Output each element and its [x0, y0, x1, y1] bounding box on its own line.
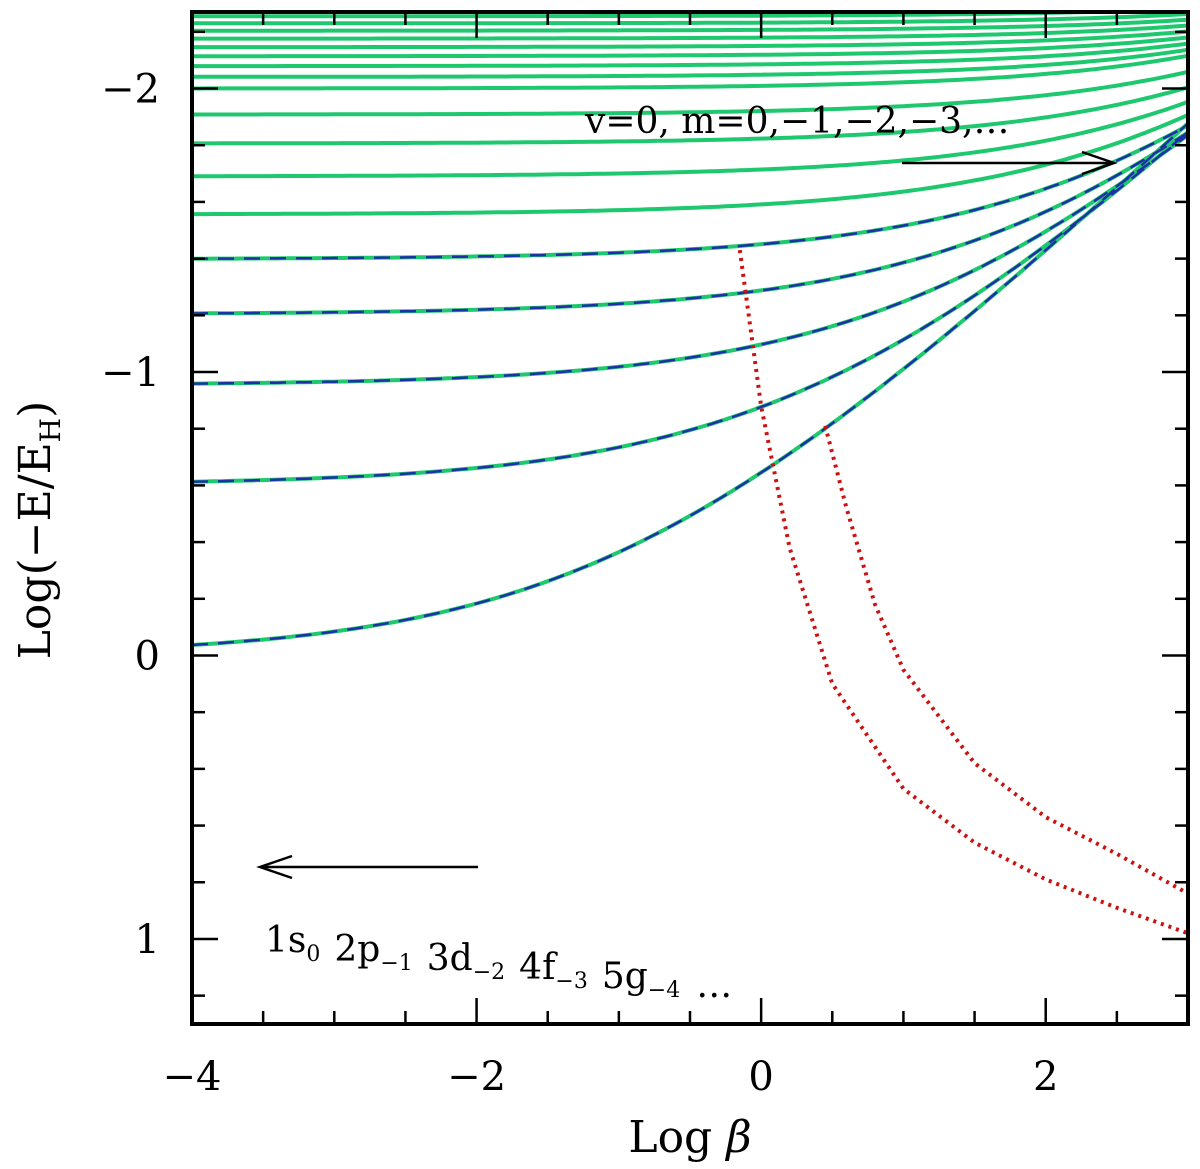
plot-curves	[191, 10, 1190, 936]
green-curve-12	[192, 35, 1189, 59]
arrow-right	[902, 150, 1118, 176]
tick-labels: −4 −2 0 2 −2 −1 0 1	[101, 67, 1058, 1100]
green-curve-10	[192, 47, 1189, 79]
green-curve-7	[192, 85, 1189, 146]
green-curve-8	[192, 69, 1189, 117]
red-dotted-curve-0	[737, 249, 1189, 936]
y-tick-label: −2	[101, 67, 160, 113]
y-tick-label: −1	[101, 350, 160, 396]
blue-dashed-curve-3	[192, 131, 1189, 315]
green-curve-9	[192, 53, 1189, 91]
green-curve-5	[192, 113, 1189, 217]
green-curve-4	[192, 123, 1189, 261]
x-axis-title: Log β	[628, 1112, 751, 1163]
y-tick-label: 0	[135, 633, 160, 679]
plot-frame	[190, 10, 1190, 1026]
x-tick-label: −2	[447, 1054, 506, 1100]
x-tick-label: 0	[748, 1054, 773, 1100]
y-tick-label: 1	[135, 917, 160, 963]
green-curve-11	[192, 41, 1189, 69]
blue-dashed-curve-2	[192, 133, 1189, 385]
green-curve-15	[192, 17, 1189, 33]
blue-dashed-curve-4	[192, 124, 1189, 260]
arrow-left	[256, 854, 478, 880]
annotation-bottom-left: 1s0 2p−1 3d−2 4f−3 5g−4…	[265, 920, 732, 1006]
green-curve-0	[191, 121, 1190, 647]
x-tick-label: −4	[163, 1054, 222, 1100]
green-curve-14	[192, 23, 1189, 41]
green-curve-13	[192, 29, 1189, 50]
green-curve-6	[192, 100, 1189, 179]
x-tick-label: 2	[1033, 1054, 1058, 1100]
annotation-top-right: v=0, m=0,−1,−2,−3,…	[584, 101, 1009, 142]
blue-dashed-curve-0	[191, 122, 1189, 647]
blue-dashed-curve-1	[191, 131, 1189, 483]
green-curve-3	[192, 130, 1190, 316]
y-axis-title: Log(−E/EH)	[10, 401, 67, 660]
red-dotted-curve-1	[823, 425, 1189, 896]
